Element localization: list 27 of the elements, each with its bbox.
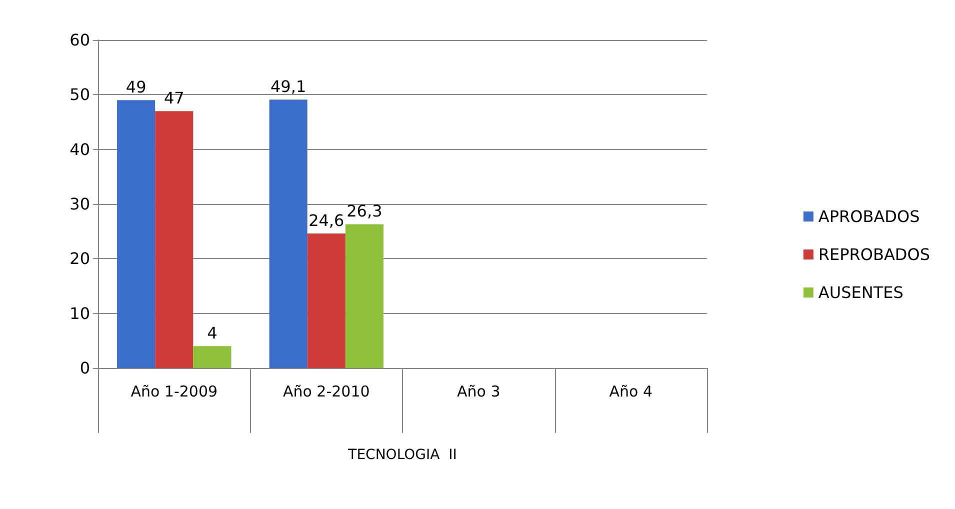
y-tick-label: 60	[70, 30, 90, 50]
bar	[117, 100, 156, 368]
data-label: 4	[207, 324, 218, 343]
x-axis-title: TECNOLOGIA II	[347, 447, 457, 463]
bar	[155, 111, 194, 368]
x-tick-label: Año 4	[609, 382, 653, 400]
y-tick-label: 50	[70, 85, 90, 104]
x-tick-label: Año 1-2009	[130, 382, 218, 400]
bar	[193, 346, 232, 368]
bar	[269, 100, 308, 368]
bar	[345, 224, 384, 368]
data-label: 49	[126, 78, 146, 97]
legend-label: AUSENTES	[818, 283, 904, 302]
x-tick-label: Año 2-2010	[282, 382, 370, 400]
data-label: 24,6	[308, 211, 344, 230]
legend-label: REPROBADOS	[818, 245, 930, 264]
data-label: 26,3	[346, 202, 382, 221]
legend-label: APROBADOS	[818, 207, 920, 226]
bar	[307, 234, 346, 368]
y-tick-label: 0	[80, 358, 90, 378]
data-label: 47	[164, 88, 184, 108]
y-tick-label: 40	[70, 140, 90, 159]
y-tick-label: 10	[70, 304, 90, 323]
x-tick-label: Año 3	[456, 382, 500, 400]
y-tick-label: 20	[70, 249, 90, 268]
y-tick-label: 30	[70, 194, 90, 214]
data-label: 49,1	[270, 77, 306, 96]
